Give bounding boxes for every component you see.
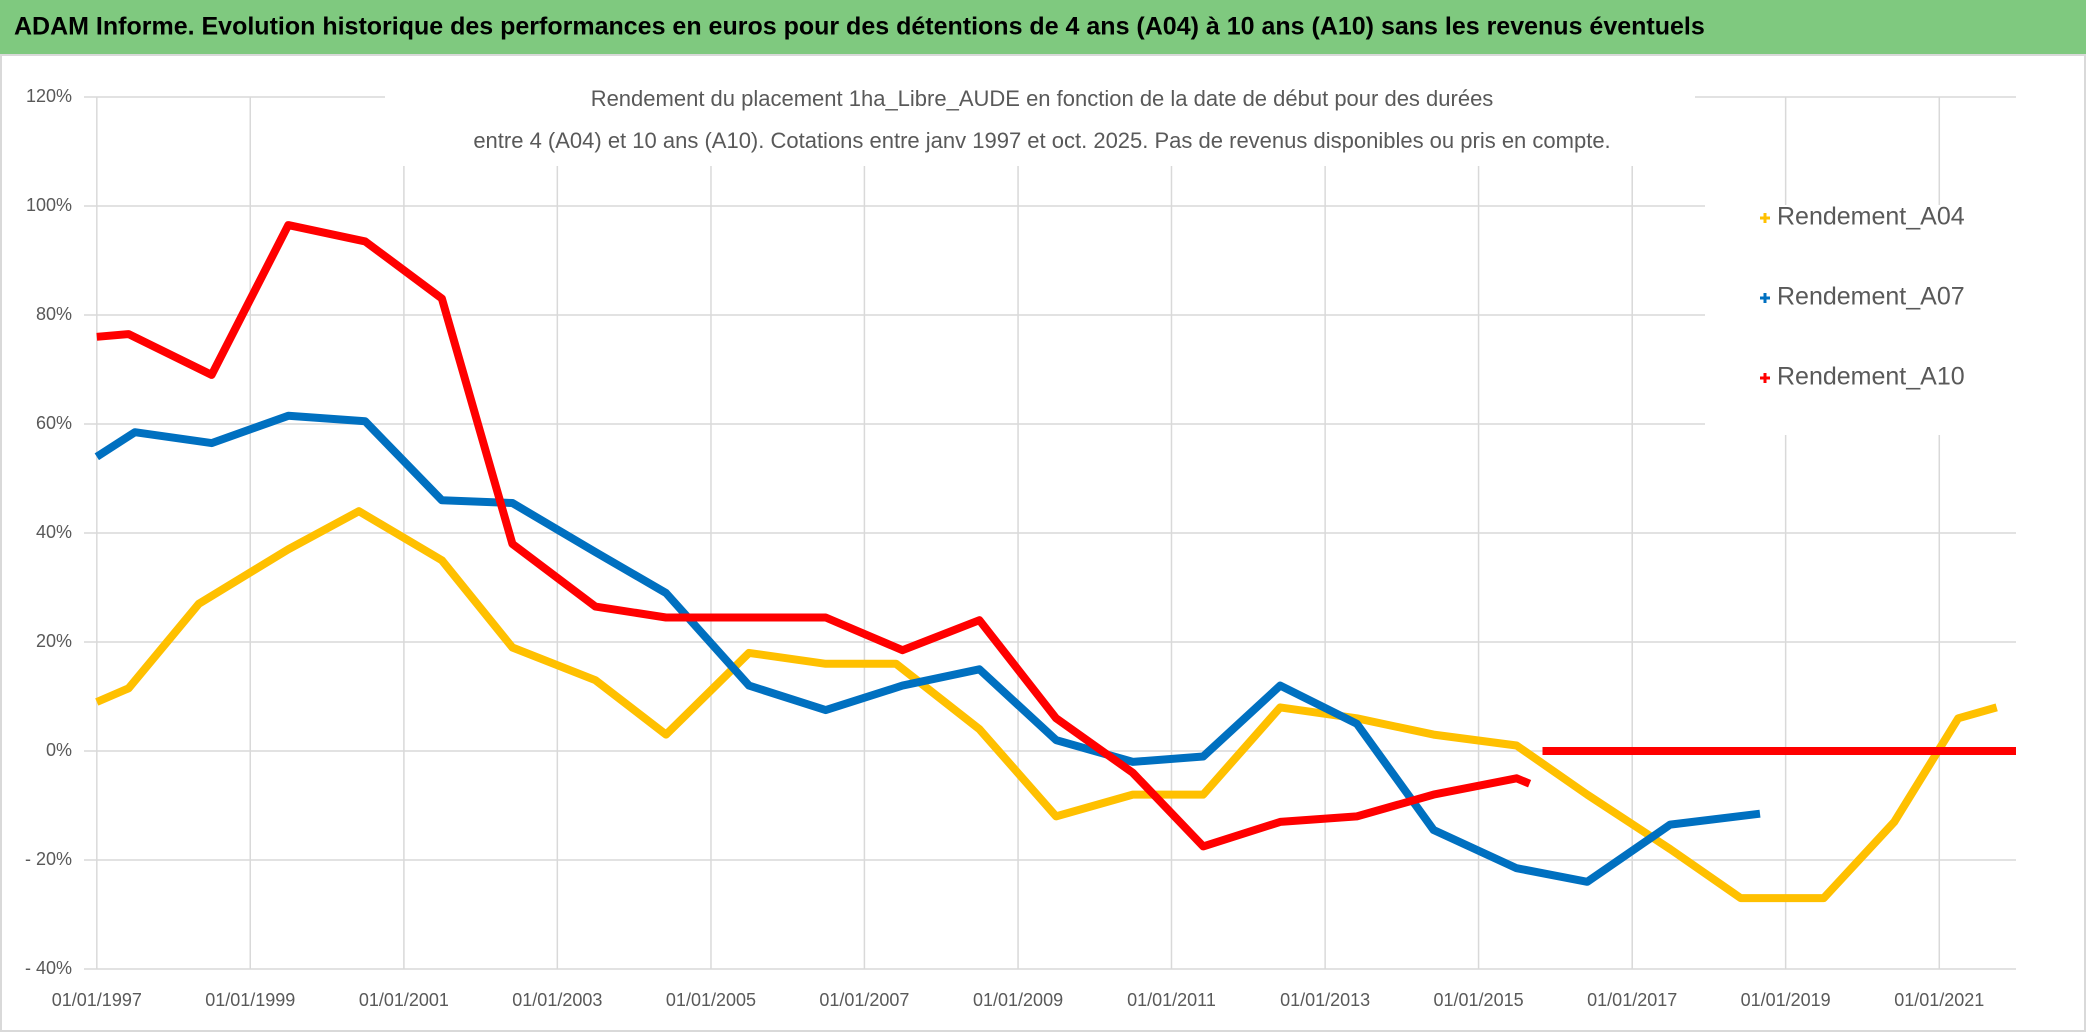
legend-box	[1705, 205, 2020, 435]
y-tick-label: - 20%	[25, 849, 72, 869]
x-tick-label: 01/01/1999	[205, 990, 295, 1010]
title-bar	[0, 0, 2086, 54]
y-tick-label: 20%	[36, 631, 72, 651]
chart-subtitle: entre 4 (A04) et 10 ans (A10). Cotations…	[473, 128, 1610, 153]
series-lines	[94, 221, 2016, 903]
x-tick-label: 01/01/2001	[359, 990, 449, 1010]
chart-border	[0, 54, 2086, 1032]
page-title: ADAM Informe. Evolution historique des p…	[14, 13, 1705, 41]
x-tick-label: 01/01/2003	[512, 990, 602, 1010]
x-tick-label: 01/01/2021	[1894, 990, 1984, 1010]
x-tick-label: 01/01/2017	[1587, 990, 1677, 1010]
x-tick-label: 01/01/2011	[1127, 990, 1216, 1010]
legend-label: Rendement_A10	[1777, 363, 1965, 391]
series-line	[96, 221, 2016, 851]
x-tick-label: 01/01/2019	[1741, 990, 1831, 1010]
y-tick-label: 80%	[36, 304, 72, 324]
y-tick-label: - 40%	[25, 958, 72, 978]
legend-label: Rendement_A04	[1777, 203, 1965, 231]
legend-marker	[1760, 213, 1770, 223]
legend: Rendement_A04 Rendement_A07 Rendement_A10	[1705, 203, 2020, 435]
series-line	[95, 507, 1998, 903]
y-tick-label: 60%	[36, 413, 72, 433]
series-line	[94, 411, 1761, 886]
chart-subtitle: Rendement du placement 1ha_Libre_AUDE en…	[591, 86, 1494, 111]
subtitle-box	[385, 80, 1695, 166]
legend-marker	[1760, 293, 1770, 303]
y-tick-label: 120%	[26, 86, 72, 106]
x-tick-label: 01/01/1997	[52, 990, 142, 1010]
y-tick-label: 100%	[26, 195, 72, 215]
x-tick-label: 01/01/2007	[819, 990, 909, 1010]
x-tick-label: 01/01/2015	[1434, 990, 1524, 1010]
y-tick-label: 40%	[36, 522, 72, 542]
x-tick-label: 01/01/2009	[973, 990, 1063, 1010]
x-tick-label: 01/01/2005	[666, 990, 756, 1010]
legend-label: Rendement_A07	[1777, 283, 1965, 311]
y-tick-label: 0%	[46, 740, 72, 760]
x-tick-label: 01/01/2013	[1280, 990, 1370, 1010]
legend-marker	[1760, 373, 1770, 383]
